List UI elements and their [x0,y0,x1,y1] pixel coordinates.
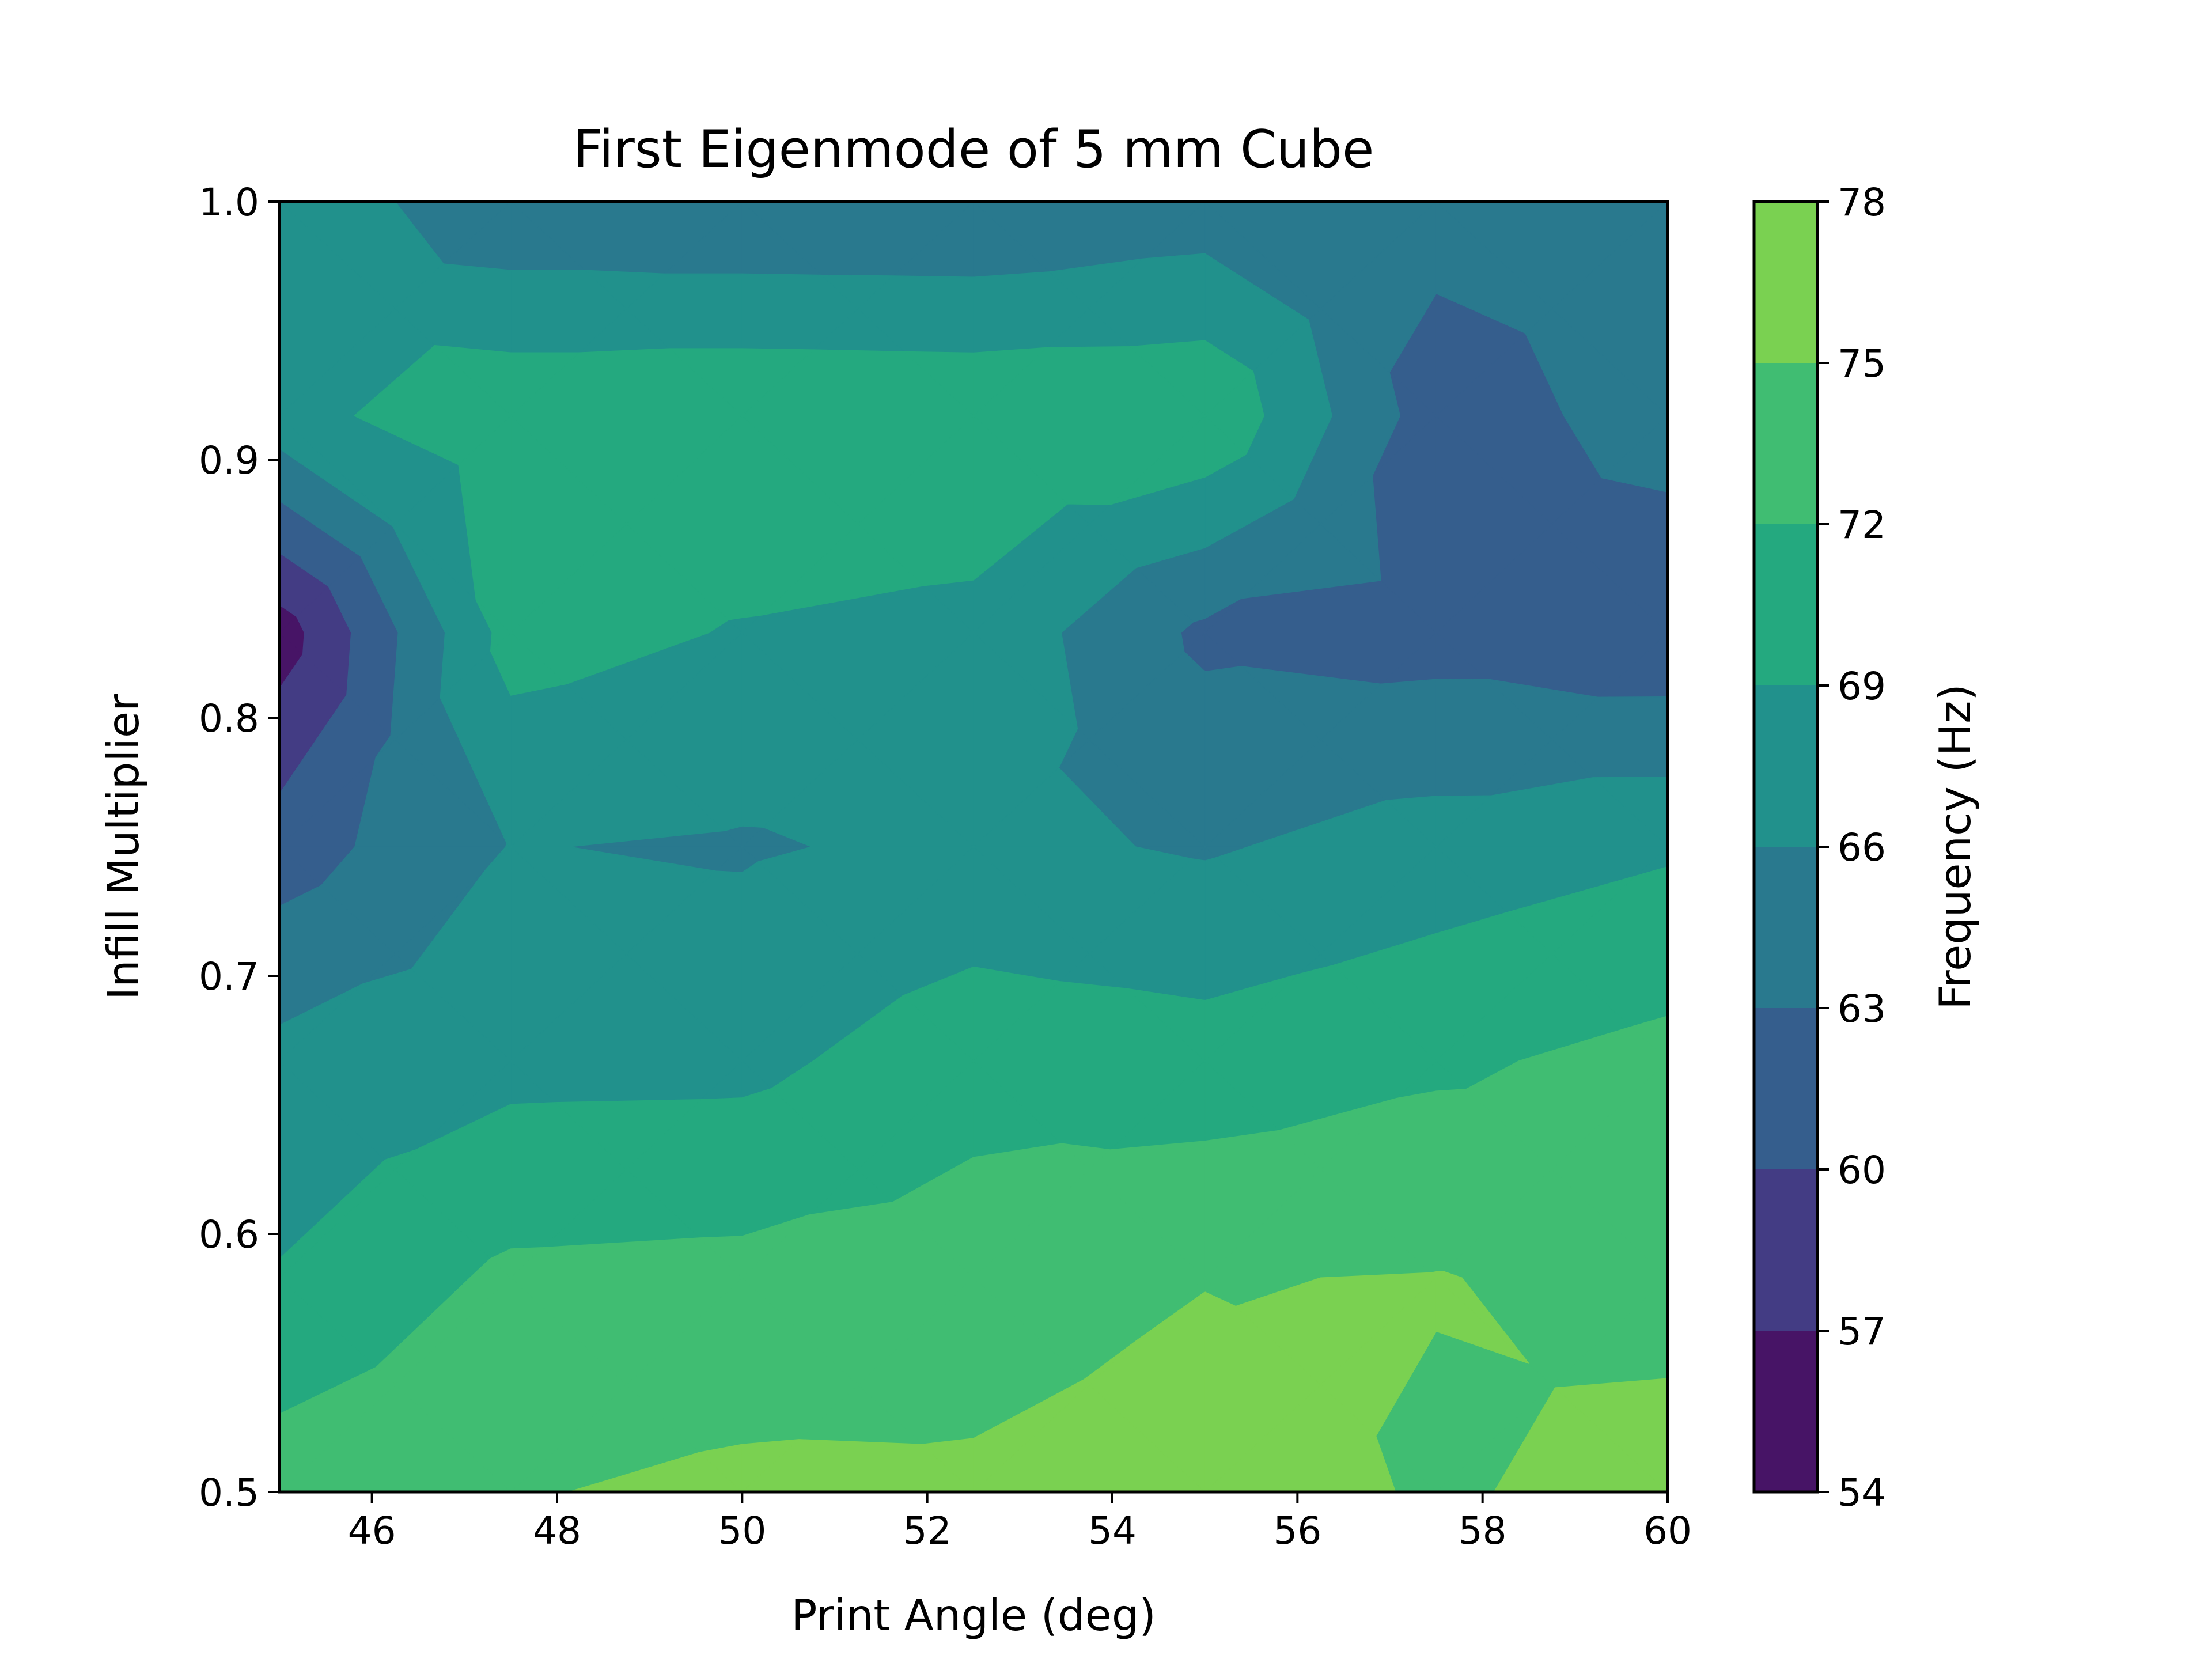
contour-band-63-66 [279,202,1668,1026]
x-tick-label: 52 [903,1509,952,1553]
contour-band-72-75 [279,1016,1668,1492]
contour-band-69-72 [279,340,1668,1415]
colorbar-segment-54-57 [1754,1331,1817,1492]
contour-band-75-78 [568,1271,1668,1492]
y-axis-label: Infill Multiplier [98,694,149,1000]
y-tick-label: 0.8 [199,696,259,741]
colorbar-tick-label: 54 [1838,1471,1886,1515]
x-tick-label: 58 [1459,1509,1507,1553]
x-tick-label: 60 [1643,1509,1692,1553]
colorbar-tick-label: 72 [1838,503,1886,547]
y-tick-label: 0.7 [199,955,259,999]
colorbar-segment-63-66 [1754,847,1817,1008]
contour-fills [279,202,1668,1492]
colorbar-tick-label: 60 [1838,1148,1886,1192]
x-tick-label: 46 [348,1509,396,1553]
x-tick-label: 48 [533,1509,581,1553]
colorbar-tick-label: 75 [1838,342,1886,386]
colorbar-segment-75-78 [1754,202,1817,363]
colorbar [1754,202,1817,1492]
y-tick-label: 0.9 [199,438,259,483]
plot-frame [278,200,1669,1494]
y-tick-label: 0.5 [199,1471,259,1515]
x-tick-label: 54 [1088,1509,1137,1553]
y-tick-label: 1.0 [199,180,259,225]
colorbar-segment-66-69 [1754,685,1817,847]
x-tick-label: 50 [718,1509,766,1553]
y-axis-ticks: 0.5 0.6 0.7 0.8 0.9 1.0 [199,180,279,1515]
colorbar-ticks: 54 57 60 63 66 69 72 75 78 [1817,180,1886,1515]
colorbar-tick-label: 57 [1838,1309,1886,1354]
colorbar-segment-57-60 [1754,1169,1817,1331]
colorbar-tick-label: 63 [1838,987,1886,1031]
colorbar-label: Frequency (Hz) [1930,684,1980,1010]
y-tick-label: 0.6 [199,1213,259,1257]
plot-area [279,202,1668,1492]
colorbar-tick-label: 69 [1838,664,1886,709]
colorbar-tick-label: 78 [1838,180,1886,225]
colorbar-tick-label: 66 [1838,825,1886,870]
x-tick-label: 56 [1273,1509,1321,1553]
colorbar-segment-69-72 [1754,524,1817,685]
colorbar-segment-72-75 [1754,363,1817,524]
x-axis-ticks: 46 48 50 52 54 56 58 60 [348,1492,1692,1553]
chart-title: First Eigenmode of 5 mm Cube [573,119,1374,180]
x-axis-label: Print Angle (deg) [791,1590,1156,1641]
colorbar-segment-60-63 [1754,1008,1817,1169]
